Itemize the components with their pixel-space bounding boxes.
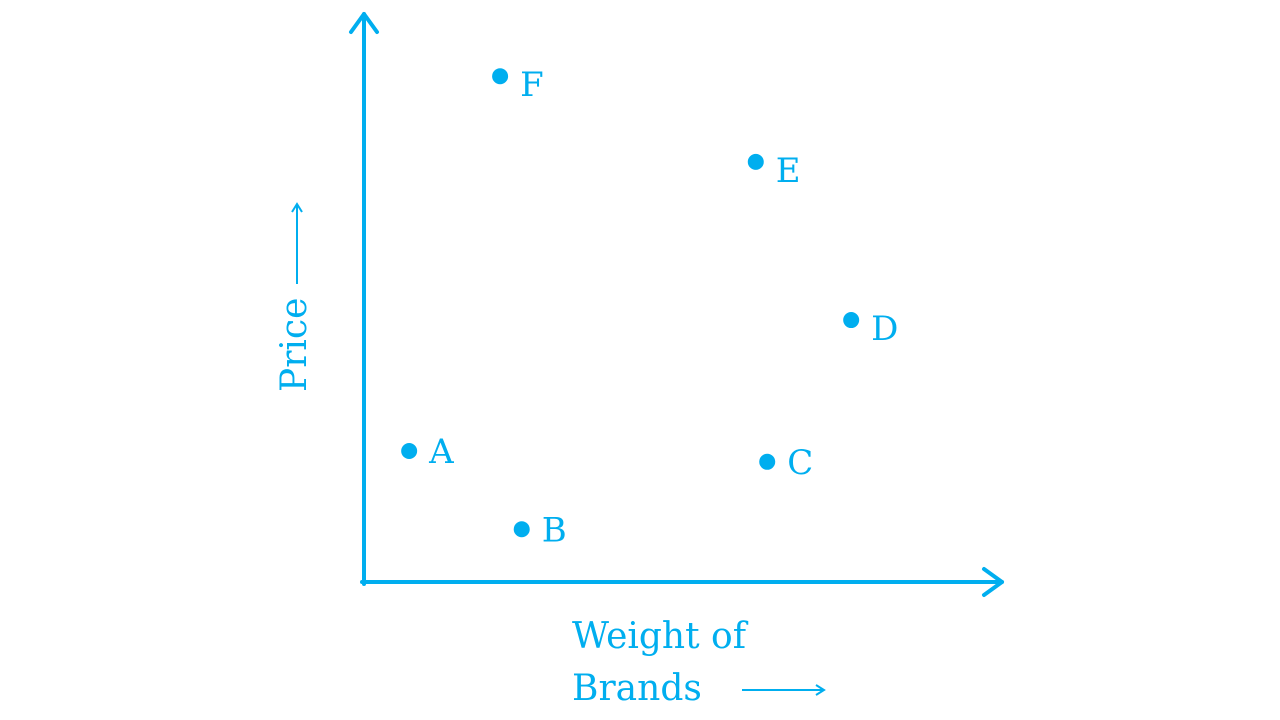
y-axis-label: Price — [274, 298, 315, 392]
data-point-e — [747, 153, 764, 170]
data-label-d: D — [871, 309, 898, 349]
x-axis-arrowhead — [982, 567, 1004, 597]
data-point-f — [492, 68, 509, 85]
data-label-e: E — [776, 151, 801, 191]
y-axis-label-arrow — [291, 202, 303, 284]
data-label-f: F — [520, 65, 544, 105]
data-point-d — [843, 312, 860, 329]
data-label-b: B — [542, 510, 567, 550]
data-label-a: A — [428, 432, 454, 472]
data-point-a — [401, 443, 418, 460]
x-axis-label-line2: Brands — [572, 668, 702, 709]
x-axis-label-arrow — [742, 684, 826, 696]
data-label-c: C — [787, 443, 813, 483]
data-point-c — [759, 453, 776, 470]
data-point-b — [513, 521, 530, 538]
x-axis-label-line1: Weight of — [572, 616, 749, 657]
y-axis-arrowhead — [349, 12, 379, 34]
